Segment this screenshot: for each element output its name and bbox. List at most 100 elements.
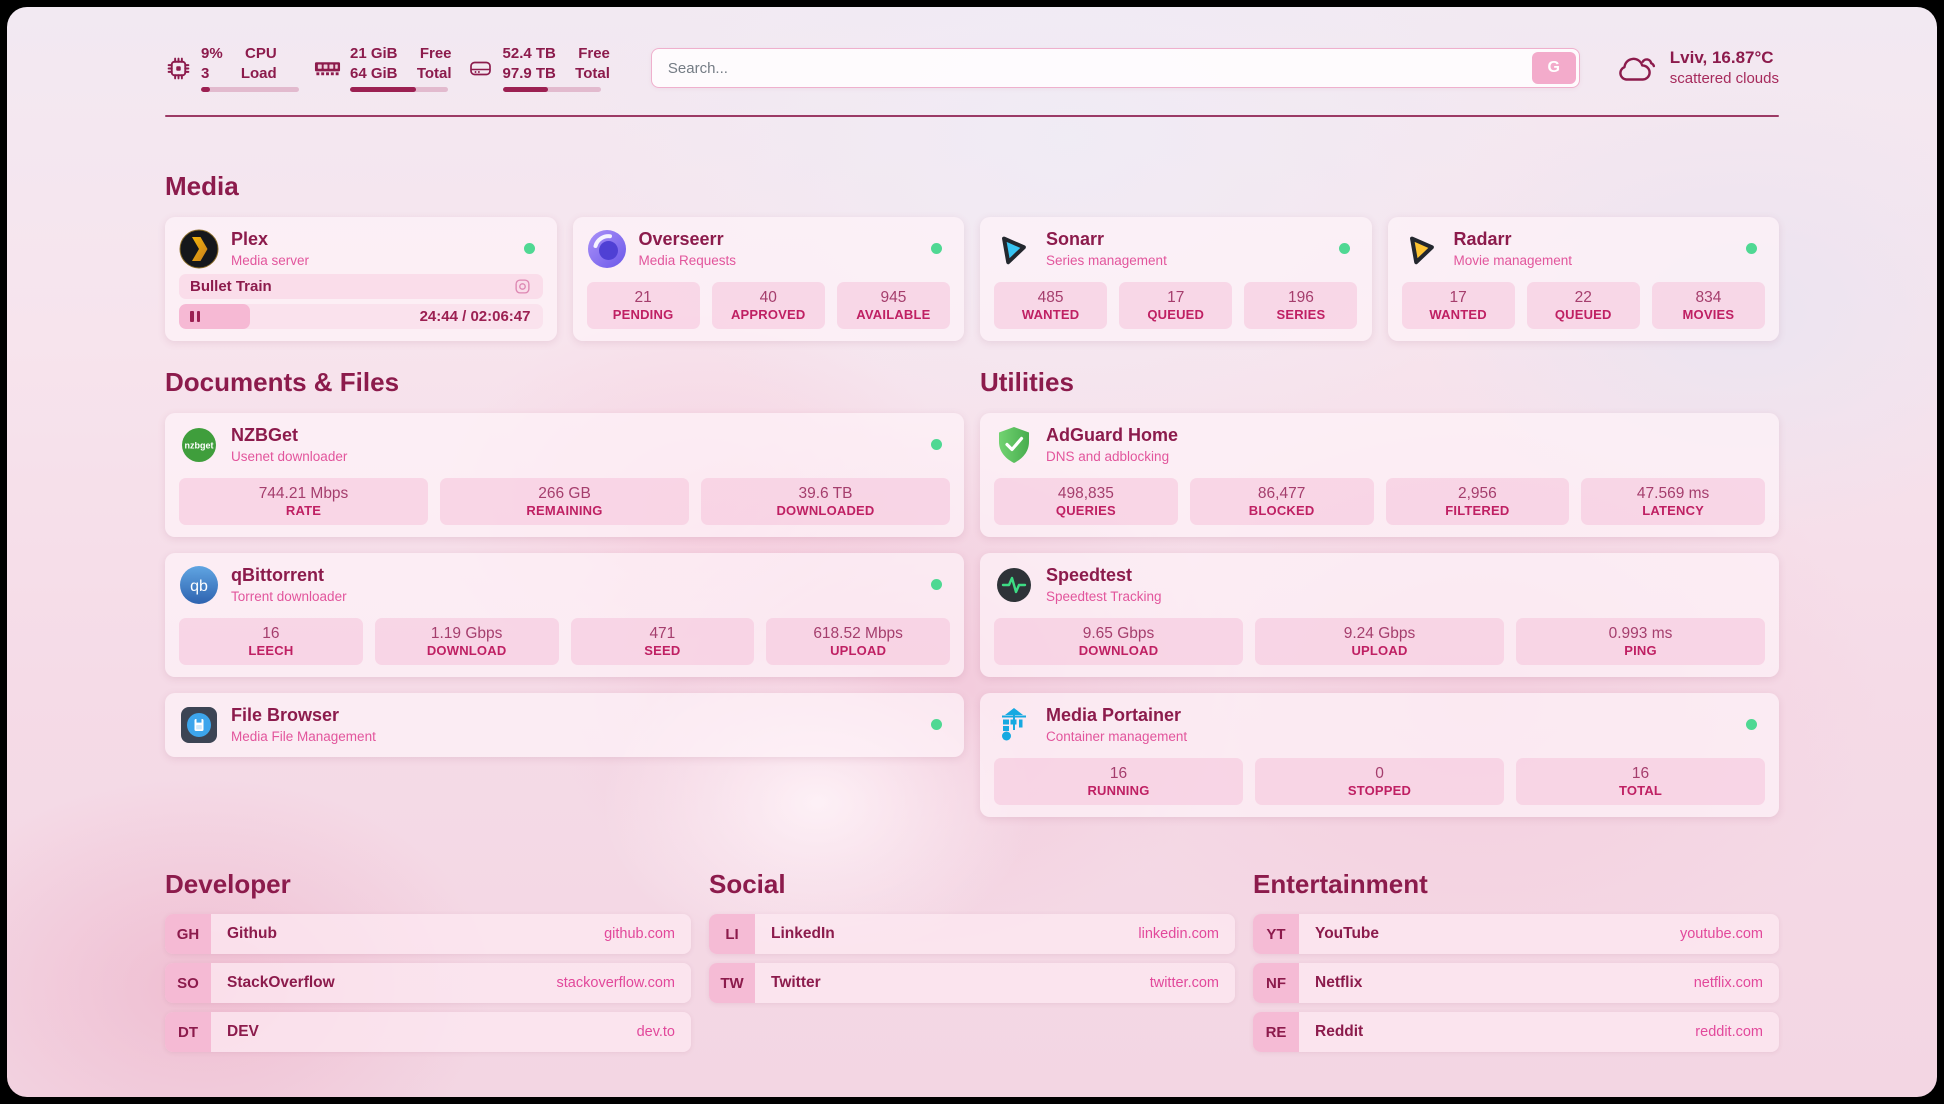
app-subtitle: Container management [1046,728,1188,744]
now-playing-title: Bullet Train [190,278,272,295]
stat-leech: 16 LEECH [179,618,363,665]
bookmark-name: LinkedIn [771,925,835,942]
radarr-card[interactable]: Radarr Movie management 17 WANTED 22 QUE… [1387,217,1779,341]
stat-blocked: 86,477 BLOCKED [1189,478,1374,525]
stat-seed: 471 SEED [570,618,755,665]
bookmark-name: StackOverflow [227,974,335,991]
bookmark-linkedin[interactable]: LI LinkedIn linkedin.com [709,914,1235,954]
stat-available: 945 AVAILABLE [836,282,950,329]
memory-free-value: 21 GiB [350,45,398,62]
bookmark-twitter[interactable]: TW Twitter twitter.com [709,963,1235,1003]
stat-queued: 17 QUEUED [1119,282,1233,329]
bookmark-url: netflix.com [1693,975,1763,991]
bookmark-reddit[interactable]: RE Reddit reddit.com [1253,1012,1779,1052]
stat-upload: 9.24 Gbps UPLOAD [1255,618,1504,665]
svg-text:qb: qb [190,578,208,595]
stat-download: 1.19 Gbps DOWNLOAD [374,618,559,665]
stat-remaining: 266 GB REMAINING [440,478,689,525]
bookmark-dev[interactable]: DT DEV dev.to [165,1012,691,1052]
bookmark-name: Reddit [1315,1023,1364,1040]
bookmark-url: stackoverflow.com [556,975,675,991]
bookmark-github[interactable]: GH Github github.com [165,914,691,954]
plex-card[interactable]: Plex Media server Bullet Train [165,217,557,341]
cpu-stat-group: 9% 3 CPU Load [165,44,299,92]
bookmark-name: DEV [227,1023,259,1040]
overseerr-card[interactable]: Overseerr Media Requests 21 PENDING 40 A… [572,217,964,341]
cpu-progress-bar [201,87,299,92]
stat-ping: 0.993 ms PING [1516,618,1765,665]
stat-running: 16 RUNNING [994,758,1243,805]
search-input[interactable] [650,48,1580,88]
bookmark-stackoverflow[interactable]: SO StackOverflow stackoverflow.com [165,963,691,1003]
cpu-usage-value: 9% [201,45,223,62]
bookmark-abbr: TW [709,963,755,1003]
overseerr-icon [587,229,627,269]
section-title-social: Social [709,869,786,899]
app-title: qBittorrent [231,564,324,585]
bookmark-youtube[interactable]: YT YouTube youtube.com [1253,914,1779,954]
bookmark-abbr: SO [165,963,211,1003]
stat-queued: 22 QUEUED [1526,282,1640,329]
utilities-column: Utilities AdGuard [980,367,1779,817]
nzbget-card[interactable]: nzbget NZBGet Usenet downloader 744.21 M… [165,413,964,537]
media-grid: Plex Media server Bullet Train [165,217,1779,341]
app-subtitle: Usenet downloader [231,448,348,464]
section-title-entertainment: Entertainment [1253,869,1428,899]
bookmark-abbr: DT [165,1012,211,1052]
adguard-card[interactable]: AdGuard Home DNS and adblocking 498,835 … [980,413,1779,537]
stat-downloaded: 39.6 TB DOWNLOADED [701,478,950,525]
status-dot [1746,243,1757,254]
speedtest-card[interactable]: Speedtest Speedtest Tracking 9.65 Gbps D… [980,553,1779,677]
bookmark-name: Twitter [771,974,821,991]
app-subtitle: Media Requests [638,252,737,268]
section-title-developer: Developer [165,869,291,899]
storage-stat-group: 52.4 TB 97.9 TB Free Total [467,44,610,92]
playback-progress-bar: 24:44 / 02:06:47 [179,304,543,329]
weather-widget[interactable]: Lviv, 16.87°C scattered clouds [1612,47,1779,89]
radarr-icon [1402,229,1442,269]
sonarr-card[interactable]: Sonarr Series management 485 WANTED 17 Q… [980,217,1372,341]
weather-condition: scattered clouds [1669,70,1779,88]
memory-total-label: Total [416,64,452,82]
plex-icon [179,229,219,269]
stat-queries: 498,835 QUERIES [994,478,1178,525]
pause-icon [190,311,200,322]
bookmark-abbr: RE [1253,1012,1299,1052]
bookmark-url: dev.to [636,1024,675,1040]
app-title: NZBGet [231,424,298,445]
app-title: Radarr [1453,228,1512,249]
section-title-utilities: Utilities [980,367,1074,397]
ram-icon [314,58,341,78]
app-subtitle: Movie management [1453,252,1573,268]
storage-total-value: 97.9 TB [502,64,556,82]
memory-total-value: 64 GiB [350,64,398,82]
app-subtitle: Media server [231,252,310,268]
speedtest-icon [994,565,1034,605]
memory-progress-bar [350,87,448,92]
memory-stat-group: 21 GiB 64 GiB Free Total [314,44,452,92]
bookmark-url: linkedin.com [1138,926,1219,942]
app-title: Media Portainer [1046,704,1182,725]
disk-icon [467,56,494,80]
bookmark-abbr: GH [165,914,211,954]
app-title: File Browser [231,704,340,725]
app-title: Speedtest [1046,564,1133,585]
app-subtitle: DNS and adblocking [1046,448,1170,464]
portainer-icon [994,705,1034,745]
adguard-icon [994,425,1034,465]
portainer-card[interactable]: Media Portainer Container management 16 … [980,693,1779,817]
bookmark-netflix[interactable]: NF Netflix netflix.com [1253,963,1779,1003]
qbittorrent-card[interactable]: qb qBittorrent Torrent downloader 16 LEE… [165,553,964,677]
stat-latency: 47.569 ms LATENCY [1581,478,1765,525]
app-title: Plex [231,228,269,249]
stat-pending: 21 PENDING [586,282,700,329]
search-engine-button[interactable]: G [1531,52,1576,84]
filebrowser-card[interactable]: File Browser Media File Management [165,693,964,757]
storage-progress-bar [502,87,601,92]
bookmark-url: github.com [604,926,675,942]
section-title-documents: Documents & Files [165,367,400,397]
status-dot [931,579,942,590]
header-bar: 9% 3 CPU Load [165,43,1779,93]
app-subtitle: Speedtest Tracking [1046,588,1162,604]
stat-stopped: 0 STOPPED [1255,758,1504,805]
